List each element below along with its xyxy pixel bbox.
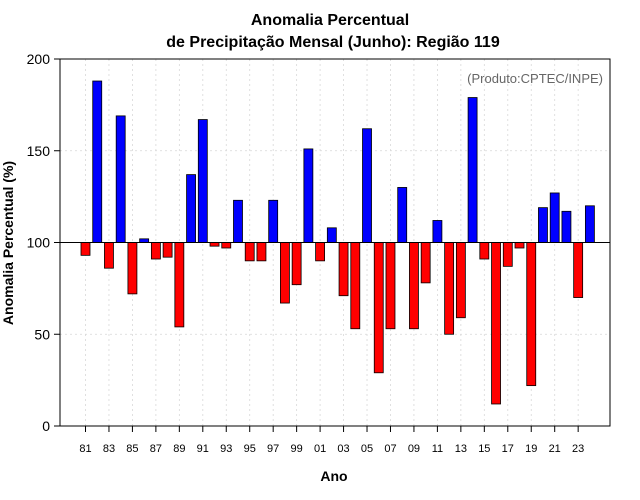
bar-1998 [280,242,290,304]
x-tick-label: 91 [197,443,209,455]
y-tick-label: 100 [27,235,51,251]
bar-1991 [197,119,208,243]
bar-1987 [150,242,161,260]
bar-1996 [256,242,267,262]
chart-subtitle: de Precipitação Mensal (Junho): Região 1… [166,34,500,51]
bar-1984 [115,115,126,243]
bar-2010 [420,242,431,284]
x-tick-label: 13 [455,443,467,455]
bar-2018 [514,242,525,249]
x-tick-label: 89 [173,443,185,455]
bar-2006 [373,242,384,374]
bar-2015 [479,242,490,260]
source-annotation: (Produto:CPTEC/INPE) [467,71,603,86]
x-tick-label: 99 [291,443,303,455]
bar-1990 [186,174,196,243]
bar-2012 [444,242,455,335]
bar-1985 [127,242,138,295]
x-tick-label: 81 [79,443,91,455]
bar-2017 [502,242,513,267]
bar-2000 [303,148,314,243]
bar-1993 [221,242,232,249]
x-axis: 81 83 85 87 89 91 93 95 97 99 01 03 05 07 09 11 13 15 17 19… [79,426,584,455]
x-tick-label: 15 [478,443,490,455]
bar-2013 [455,242,466,319]
x-tick-label: 07 [384,443,396,455]
x-tick-label: 97 [267,443,279,455]
bar-2008 [397,187,408,243]
bar-2019 [526,242,537,387]
x-tick-label: 01 [314,443,326,455]
x-tick-label: 85 [126,443,138,455]
x-tick-label: 23 [572,443,584,455]
y-axis-label: Anomalia Percentual (%) [0,161,16,325]
bar-1992 [209,242,220,247]
bar-1983 [104,242,114,269]
bar-1989 [174,242,185,328]
bars [80,80,595,405]
bar-1997 [268,199,279,243]
bar-1995 [244,242,255,262]
y-tick-label: 150 [27,143,51,159]
x-tick-label: 11 [432,443,443,455]
bar-2020 [538,207,548,243]
bar-1981 [80,242,91,256]
y-tick-label: 200 [27,51,51,67]
bar-2014 [467,97,478,243]
bar-2023 [573,242,584,298]
y-axis: 0 50 100 150 200 [27,51,60,434]
bar-2024 [584,205,595,243]
bar-2001 [315,242,326,262]
bar-1994 [233,199,243,243]
bar-1988 [162,242,173,258]
x-tick-label: 17 [502,443,514,455]
bar-2016 [491,242,501,405]
chart-title: Anomalia Percentual [251,12,409,29]
bar-2003 [338,242,349,297]
bar-2004 [350,242,361,330]
x-tick-label: 21 [549,443,561,455]
x-tick-label: 05 [361,443,373,455]
bar-2005 [362,128,372,243]
bar-1982 [92,80,103,243]
x-tick-label: 93 [220,443,232,455]
x-tick-label: 95 [244,443,256,455]
x-axis-label: Ano [320,468,347,484]
bar-2002 [326,227,337,243]
bar-2011 [432,220,443,243]
bar-2021 [549,192,560,243]
bar-2009 [409,242,419,330]
y-tick-label: 0 [42,418,50,434]
x-tick-label: 09 [408,443,420,455]
bar-1999 [291,242,302,286]
bar-2022 [561,210,572,243]
x-tick-label: 87 [150,443,162,455]
x-tick-label: 19 [525,443,537,455]
bar-2007 [385,242,396,330]
x-tick-label: 83 [103,443,115,455]
x-tick-label: 03 [337,443,349,455]
y-tick-label: 50 [34,326,50,342]
bar-1986 [139,238,150,243]
